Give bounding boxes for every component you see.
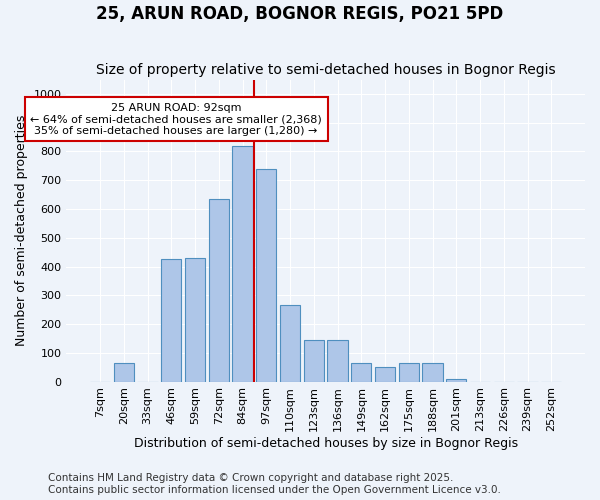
Bar (351, 363, 371, 382)
Bar (304, 340, 324, 382)
Y-axis label: Number of semi-detached properties: Number of semi-detached properties (15, 115, 28, 346)
Bar (328, 340, 347, 382)
X-axis label: Distribution of semi-detached houses by size in Bognor Regis: Distribution of semi-detached houses by … (134, 437, 518, 450)
Bar (399, 363, 419, 382)
Bar (209, 199, 229, 382)
Title: Size of property relative to semi-detached houses in Bognor Regis: Size of property relative to semi-detach… (96, 63, 556, 77)
Bar (280, 306, 300, 382)
Text: 25 ARUN ROAD: 92sqm
← 64% of semi-detached houses are smaller (2,368)
35% of sem: 25 ARUN ROAD: 92sqm ← 64% of semi-detach… (30, 102, 322, 136)
Bar (375, 367, 395, 382)
Bar (256, 168, 277, 382)
Text: Contains HM Land Registry data © Crown copyright and database right 2025.
Contai: Contains HM Land Registry data © Crown c… (48, 474, 501, 495)
Bar (185, 258, 205, 382)
Bar (446, 378, 466, 382)
Bar (161, 260, 181, 382)
Text: 25, ARUN ROAD, BOGNOR REGIS, PO21 5PD: 25, ARUN ROAD, BOGNOR REGIS, PO21 5PD (97, 5, 503, 23)
Bar (422, 363, 443, 382)
Bar (232, 146, 253, 382)
Bar (114, 363, 134, 382)
